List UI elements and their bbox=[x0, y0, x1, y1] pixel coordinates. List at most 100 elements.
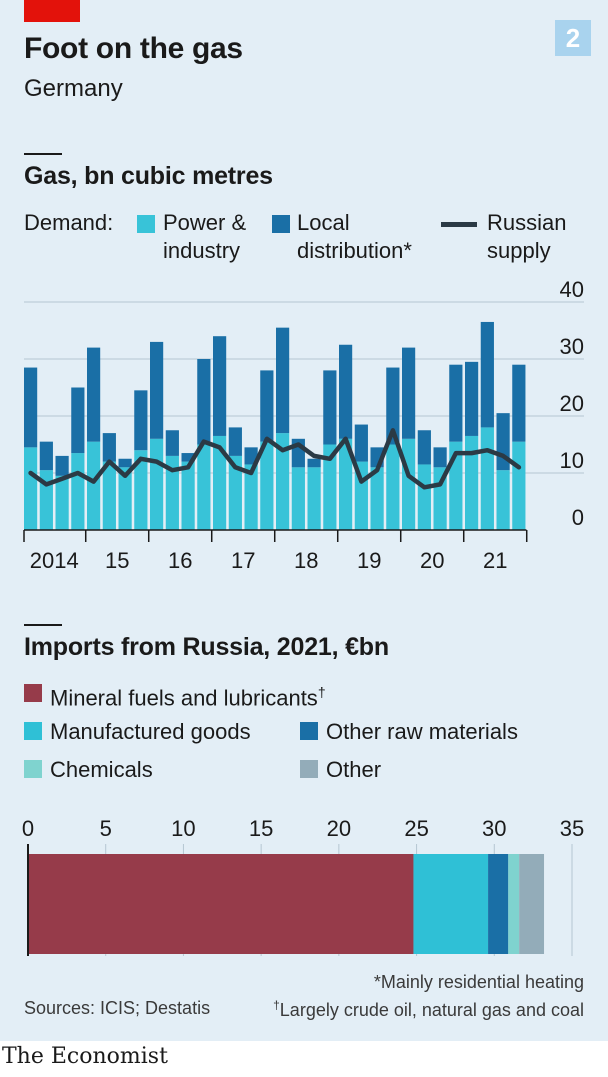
footnote-crude: †Largely crude oil, natural gas and coal bbox=[273, 998, 584, 1020]
bar-power-industry bbox=[213, 435, 227, 530]
legend-chemicals-label: Chemicals bbox=[50, 757, 153, 782]
bar-local-distribution bbox=[118, 458, 132, 468]
y-tick-label: 20 bbox=[560, 391, 584, 416]
section-rule bbox=[24, 153, 62, 155]
dagger-mark: † bbox=[273, 998, 280, 1012]
legend-swatch-local bbox=[272, 215, 290, 233]
imports-stacked-bar: 0 5 10 15 20 25 30 35 bbox=[22, 816, 584, 956]
bar-local-distribution bbox=[165, 430, 179, 456]
chart-number-badge: 2 bbox=[555, 20, 591, 56]
bar-power-industry bbox=[102, 461, 116, 530]
bar-local-distribution bbox=[465, 361, 479, 436]
bar-power-industry bbox=[465, 435, 479, 530]
x-tick-label: 25 bbox=[404, 816, 428, 841]
x-tick-label: 10 bbox=[171, 816, 195, 841]
bar-local-distribution bbox=[55, 455, 69, 476]
bar-local-distribution bbox=[244, 447, 258, 465]
bar-power-industry bbox=[402, 438, 416, 530]
bar-local-distribution bbox=[417, 430, 431, 465]
bar-local-distribution bbox=[339, 344, 353, 439]
bar-power-industry bbox=[260, 441, 274, 530]
bar-power-industry bbox=[165, 455, 179, 530]
legend-russian-label: Russian supply bbox=[487, 210, 567, 263]
bar-local-distribution bbox=[402, 347, 416, 439]
x-tick-label: 5 bbox=[100, 816, 112, 841]
bar-local-distribution bbox=[181, 453, 195, 462]
bar-power-industry bbox=[150, 438, 164, 530]
x-tick-label: 2014 bbox=[30, 548, 79, 573]
sources-note: Sources: ICIS; Destatis bbox=[24, 998, 211, 1018]
bar-power-industry bbox=[496, 470, 510, 530]
bar-power-industry bbox=[24, 447, 38, 530]
legend-local-label: Local distribution* bbox=[297, 210, 412, 263]
bar-power-industry bbox=[87, 441, 101, 530]
bar-local-distribution bbox=[213, 336, 227, 436]
russian-supply-line bbox=[28, 428, 522, 490]
x-tick-label: 35 bbox=[560, 816, 584, 841]
bar-local-distribution bbox=[433, 447, 447, 468]
footnote-residential: *Mainly residential heating bbox=[373, 972, 584, 992]
chart-subtitle: Germany bbox=[24, 75, 123, 102]
bar-power-industry bbox=[134, 450, 148, 530]
bar-power-industry bbox=[181, 461, 195, 530]
bar-power-industry bbox=[197, 444, 211, 530]
bar-local-distribution bbox=[386, 367, 400, 445]
bar-local-distribution bbox=[260, 370, 274, 442]
bar-chemicals bbox=[508, 854, 520, 954]
bar-local-distribution bbox=[87, 347, 101, 442]
x-tick-label: 20 bbox=[327, 816, 351, 841]
legend-swatch-manufactured bbox=[24, 722, 42, 740]
bar-power-industry bbox=[55, 475, 69, 530]
brand-red-tag bbox=[24, 0, 80, 22]
bar-power-industry bbox=[244, 464, 258, 530]
gas-bar-chart: 0 10 20 30 40 2014 15 16 17 18 19 20 21 bbox=[23, 277, 584, 573]
bar-power-industry bbox=[118, 467, 132, 530]
bar-power-industry bbox=[339, 438, 353, 530]
bar-power-industry bbox=[291, 467, 305, 530]
legend-manufactured-label: Manufactured goods bbox=[50, 719, 251, 744]
bar-local-distribution bbox=[24, 367, 38, 448]
y-tick-label: 40 bbox=[560, 277, 584, 302]
bar-mineral-fuels bbox=[28, 854, 414, 954]
bar-local-distribution bbox=[102, 433, 116, 462]
x-tick-label: 19 bbox=[357, 548, 381, 573]
legend-other-raw-label: Other raw materials bbox=[326, 719, 518, 744]
bar-power-industry bbox=[276, 433, 290, 530]
bar-power-industry bbox=[480, 427, 494, 530]
y-tick-label: 30 bbox=[560, 334, 584, 359]
x-tick-label: 15 bbox=[249, 816, 273, 841]
bar-local-distribution bbox=[39, 441, 53, 471]
chart-title: Foot on the gas bbox=[24, 32, 243, 65]
bar-local-distribution bbox=[276, 327, 290, 434]
bar-manufactured-goods bbox=[413, 854, 489, 954]
x-tick-label: 21 bbox=[483, 548, 507, 573]
dagger-mark: † bbox=[317, 684, 326, 700]
bar-local-distribution bbox=[134, 390, 148, 451]
bar-power-industry bbox=[228, 455, 242, 530]
bar-local-distribution bbox=[323, 370, 337, 445]
bar-power-industry bbox=[307, 467, 321, 530]
bar-local-distribution bbox=[354, 424, 368, 462]
gas-section-title: Gas, bn cubic metres bbox=[24, 162, 273, 190]
bar-power-industry bbox=[71, 453, 85, 530]
legend-line-russian bbox=[441, 222, 477, 227]
x-tick-label: 20 bbox=[420, 548, 444, 573]
x-tick-label: 18 bbox=[294, 548, 318, 573]
legend-swatch-mineral bbox=[24, 684, 42, 702]
bar-local-distribution bbox=[449, 364, 463, 442]
legend-demand-label: Demand: bbox=[24, 210, 114, 235]
x-tick-label: 16 bbox=[168, 548, 192, 573]
x-tick-label: 0 bbox=[22, 816, 34, 841]
imports-section-title: Imports from Russia, 2021, €bn bbox=[24, 633, 389, 661]
publisher-logo: The Economist bbox=[2, 1044, 168, 1069]
section-rule bbox=[24, 624, 62, 626]
y-tick-label: 0 bbox=[572, 505, 584, 530]
legend-mineral-label: Mineral fuels and lubricants† bbox=[50, 684, 326, 711]
bar-power-industry bbox=[323, 444, 337, 530]
legend-swatch-other bbox=[300, 760, 318, 778]
legend-power-label: Power & industry bbox=[163, 210, 247, 263]
legend-swatch-chemicals bbox=[24, 760, 42, 778]
bar-power-industry bbox=[370, 467, 384, 530]
bar-local-distribution bbox=[307, 458, 321, 468]
x-tick-label: 17 bbox=[231, 548, 255, 573]
